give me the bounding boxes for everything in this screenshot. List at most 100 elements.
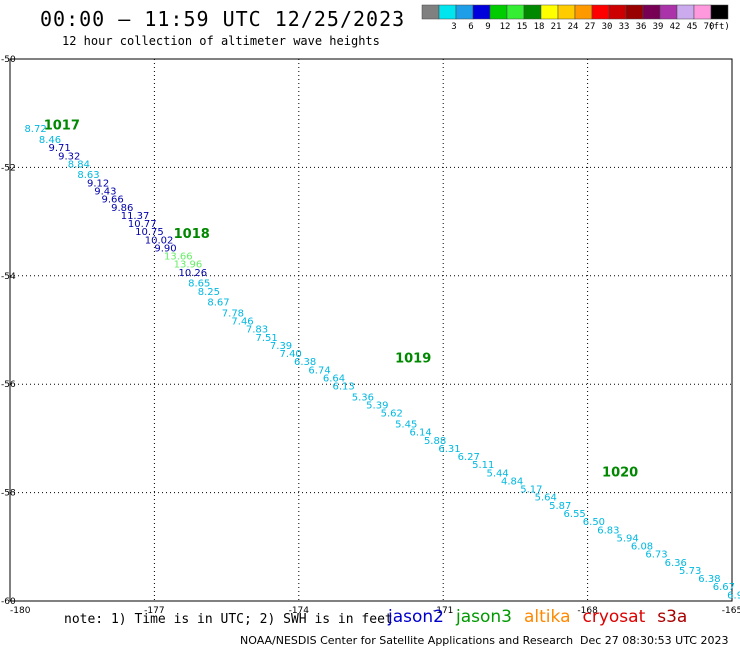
legend-swatch <box>608 4 627 20</box>
legend-bin-label: 3 <box>451 22 457 32</box>
swh-value-label: 5.64 <box>535 493 557 504</box>
legend-swatch <box>438 4 457 20</box>
legend-bin-label: 36 <box>635 22 647 32</box>
legend-bin-label: 45 <box>686 22 698 32</box>
track-number-label: 1017 <box>44 118 80 133</box>
swh-value-label: 7.40 <box>280 349 302 360</box>
legend-swatch <box>710 4 729 20</box>
legend-swatch <box>693 4 712 20</box>
legend-bin-label: 15 <box>516 22 528 32</box>
credit-line: NOAA/NESDIS Center for Satellite Applica… <box>240 634 574 647</box>
legend-bin-label: 21 <box>550 22 562 32</box>
legend-swatch <box>540 4 559 20</box>
swh-value-label: 5.73 <box>679 566 701 577</box>
swh-value-label: 8.63 <box>77 170 99 181</box>
swh-value-label: 5.44 <box>487 468 509 479</box>
swh-value-label: 6.83 <box>597 525 619 536</box>
x-tick-label: -180 <box>10 606 31 616</box>
legend-swatch <box>455 4 474 20</box>
swh-value-label: 9.66 <box>101 195 123 206</box>
x-tick-label: -165 <box>722 606 740 616</box>
swh-value-label: 6.31 <box>438 444 460 455</box>
legend-bin-label: 6 <box>468 22 474 32</box>
plot-frame <box>9 58 733 602</box>
legend-swatch <box>591 4 610 20</box>
swh-value-label: 9.12 <box>87 178 109 189</box>
swh-value-label: 8.65 <box>188 279 210 290</box>
swh-value-label: 9.86 <box>111 203 133 214</box>
legend-bin-label: 18 <box>533 22 545 32</box>
legend-swatch <box>659 4 678 20</box>
legend-swatch <box>642 4 661 20</box>
swh-value-label: 5.36 <box>352 392 374 403</box>
swh-value-label: 6.73 <box>645 550 667 561</box>
swh-value-label: 9.71 <box>49 143 71 154</box>
swh-value-label: 8.25 <box>198 287 220 298</box>
swh-value-label: 5.88 <box>424 436 446 447</box>
x-tick-label: -171 <box>433 606 453 616</box>
legend-bin-label: 12 <box>499 22 511 32</box>
satellite-legend: jason2 jason3 altika cryosat s3a <box>388 607 699 627</box>
swh-value-label: 5.87 <box>549 501 571 512</box>
legend-bin-label: 70 <box>703 22 715 32</box>
swh-value-label: 13.66 <box>164 252 193 263</box>
y-tick-label: -54 <box>1 272 16 282</box>
satellite-name-jason3: jason3 <box>456 607 512 627</box>
y-tick-label: -50 <box>1 55 16 65</box>
swh-value-label: 5.45 <box>395 420 417 431</box>
satellite-name-s3a: s3a <box>657 607 688 627</box>
legend-unit-label: (ft) <box>708 22 730 32</box>
swh-value-label: 9.90 <box>154 243 176 254</box>
swh-value-label: 7.39 <box>270 341 292 352</box>
legend-swatch <box>557 4 576 20</box>
swh-value-label: 8.67 <box>207 298 229 309</box>
swh-value-label: 8.72 <box>24 124 46 135</box>
swh-value-label: 6.74 <box>308 365 330 376</box>
chart-title: 00:00 – 11:59 UTC 12/25/2023 <box>40 7 406 31</box>
swh-value-label: 6.55 <box>564 509 586 520</box>
swh-value-label: 13.96 <box>174 260 203 271</box>
legend-bin-label: 33 <box>618 22 630 32</box>
track-number-label: 1019 <box>395 352 431 367</box>
legend-swatch <box>676 4 695 20</box>
legend-bin-label: 24 <box>567 22 579 32</box>
swh-value-label: 6.97 <box>727 590 740 601</box>
legend-bin-label: 30 <box>601 22 613 32</box>
swh-value-label: 6.67 <box>713 582 735 593</box>
legend-swatch <box>489 4 508 20</box>
swh-value-label: 5.39 <box>366 401 388 412</box>
footnote: note: 1) Time is in UTC; 2) SWH is in fe… <box>64 612 393 627</box>
legend-bin-label: 42 <box>669 22 681 32</box>
swh-value-label: 9.43 <box>94 187 116 198</box>
generation-timestamp: Dec 27 08:30:53 UTC 2023 <box>580 634 729 647</box>
swh-value-label: 7.46 <box>231 317 253 328</box>
satellite-name-jason2: jason2 <box>388 607 444 627</box>
track-number-label: 1018 <box>174 227 210 242</box>
chart-subtitle: 12 hour collection of altimeter wave hei… <box>62 34 380 48</box>
swh-value-label: 10.75 <box>135 227 164 238</box>
swh-value-label: 6.08 <box>631 542 653 553</box>
x-tick-label: -168 <box>577 606 598 616</box>
swh-value-label: 7.83 <box>246 325 268 336</box>
swh-value-label: 5.94 <box>616 533 638 544</box>
swh-value-label: 8.84 <box>68 159 90 170</box>
swh-value-label: 10.02 <box>145 235 174 246</box>
swh-value-label: 4.84 <box>501 476 523 487</box>
swh-value-label: 6.64 <box>323 373 345 384</box>
satellite-name-altika: altika <box>524 607 571 627</box>
swh-value-label: 10.77 <box>128 219 157 230</box>
swh-value-label: 5.17 <box>520 485 542 496</box>
y-tick-label: -52 <box>1 163 16 173</box>
swh-value-label: 6.27 <box>458 452 480 463</box>
swh-value-label: 6.13 <box>332 382 354 393</box>
track-number-label: 1020 <box>602 465 638 480</box>
swh-value-label: 6.14 <box>410 428 432 439</box>
swh-value-label: 5.62 <box>381 409 403 420</box>
color-legend-labels: 3 6 9 12 15 18 21 24 27 30 33 36 39 42 45 70 (ft) <box>420 22 730 34</box>
swh-value-label: 6.38 <box>294 357 316 368</box>
legend-swatch <box>472 4 491 20</box>
satellite-name-cryosat: cryosat <box>582 607 646 627</box>
legend-swatch <box>523 4 542 20</box>
swh-value-label: 6.38 <box>698 574 720 585</box>
